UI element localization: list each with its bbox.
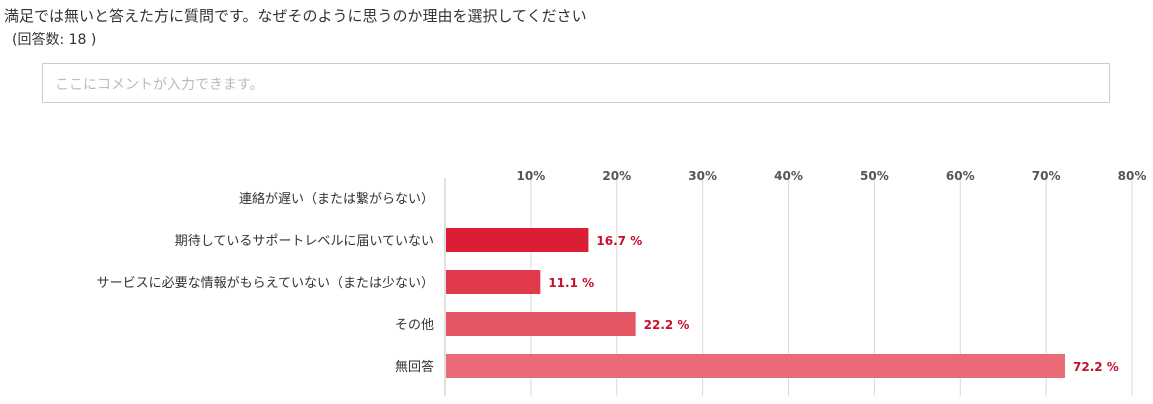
data-label: 72.2 %	[1073, 360, 1119, 374]
x-tick-label: 40%	[774, 169, 803, 183]
x-tick-label: 20%	[602, 169, 631, 183]
data-label: 11.1 %	[548, 276, 594, 290]
bar-chart: 10% 20% 30% 40% 50% 60% 70% 80% 連絡が遅い（または繋がらない）…	[97, 169, 1147, 396]
category-label: 連絡が遅い（または繋がらない）	[239, 191, 434, 207]
bar	[446, 312, 636, 336]
x-tick-label: 60%	[946, 169, 975, 183]
x-axis-ticks: 10% 20% 30% 40% 50% 60% 70% 80%	[517, 169, 1147, 183]
x-tick-label: 70%	[1032, 169, 1061, 183]
data-label: 16.7 %	[596, 234, 642, 248]
bar	[446, 354, 1066, 378]
x-tick-label: 10%	[517, 169, 546, 183]
category-label: 無回答	[395, 359, 434, 375]
gridlines	[444, 178, 1133, 396]
bar	[446, 228, 589, 252]
bar	[446, 270, 541, 294]
category-label: 期待しているサポートレベルに届いていない	[175, 234, 434, 249]
response-count: (回答数: 18 )	[12, 32, 97, 48]
x-tick-label: 80%	[1118, 169, 1147, 183]
data-labels: 16.7 % 11.1 % 22.2 % 72.2 %	[548, 234, 1119, 374]
category-label: その他	[395, 318, 434, 333]
category-labels: 連絡が遅い（または繋がらない） 期待しているサポートレベルに届いていないサービスに…	[97, 191, 434, 375]
category-label: サービスに必要な情報がもらえていない（または少ない）	[97, 276, 434, 291]
data-label: 22.2 %	[644, 318, 690, 332]
comment-input[interactable]: ここにコメントが入力できます。	[42, 63, 1110, 103]
bars	[446, 228, 1066, 378]
x-tick-label: 50%	[860, 169, 889, 183]
question-title: 満足では無いと答えた方に質問です。なぜそのように思うのか理由を選択してください	[4, 7, 587, 25]
x-tick-label: 30%	[688, 169, 717, 183]
